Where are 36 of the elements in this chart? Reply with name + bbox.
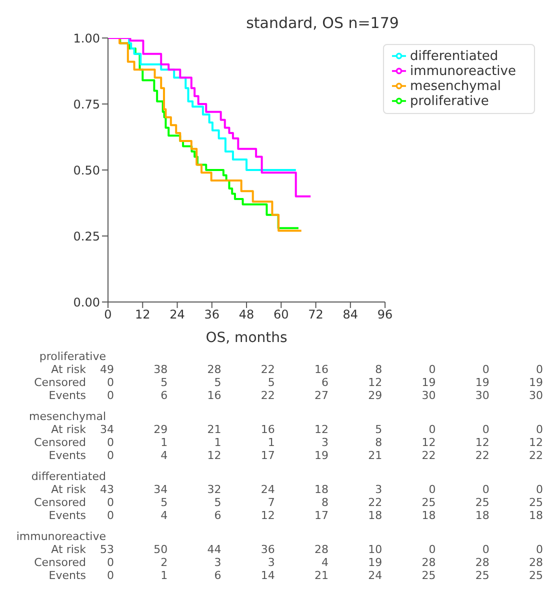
legend-label: mesenchymal (410, 79, 502, 94)
legend-label: immunoreactive (410, 64, 516, 79)
y-tick-label: 0.00 (73, 295, 100, 310)
y-tick-label: 1.00 (73, 31, 100, 46)
text: At risk 43 34 32 24 18 3 0 0 0 (51, 483, 543, 496)
text: proliferative (39, 350, 106, 363)
y-tick-label: 0.75 (73, 97, 100, 112)
text: mesenchymal (29, 410, 106, 423)
x-tick-label: 72 (308, 308, 324, 322)
text: Censored 0 5 5 7 8 22 25 25 25 (34, 496, 543, 509)
x-axis-title: OS, months (206, 330, 288, 346)
text: At risk 49 38 28 22 16 8 0 0 0 (51, 363, 543, 376)
text: Events 0 6 16 22 27 29 30 30 30 (48, 389, 543, 402)
x-tick-label: 36 (204, 308, 220, 322)
legend-label: differentiated (410, 49, 498, 64)
text: At risk 53 50 44 36 28 10 0 0 0 (51, 543, 543, 556)
x-tick-label: 12 (134, 308, 150, 322)
x-tick-label: 48 (238, 308, 254, 322)
text: Events 0 4 6 12 17 18 18 18 18 (48, 509, 543, 522)
text: differentiated (31, 470, 106, 483)
x-tick-label: 24 (170, 308, 185, 322)
x-tick-label: 84 (342, 308, 358, 322)
x-tick-label: 60 (274, 308, 289, 322)
text: Censored 0 2 3 3 4 19 28 28 28 (34, 556, 543, 569)
text: immunoreactive (16, 530, 106, 543)
text: Events 0 4 12 17 19 21 22 22 22 (48, 449, 543, 462)
y-tick-label: 0.25 (73, 229, 100, 244)
x-tick-label: 0 (104, 308, 112, 322)
text: Censored 0 5 5 5 6 12 19 19 19 (34, 376, 543, 389)
legend-label: proliferative (410, 94, 489, 109)
x-tick-label: 96 (377, 308, 393, 322)
chart-title: standard, OS n=179 (245, 14, 400, 32)
text: Events 0 1 6 14 21 24 25 25 25 (48, 569, 543, 582)
text: Censored 0 1 1 1 3 8 12 12 12 (34, 436, 543, 449)
y-tick-label: 0.50 (73, 163, 100, 178)
text: At risk 34 29 21 16 12 5 0 0 0 (51, 423, 543, 436)
